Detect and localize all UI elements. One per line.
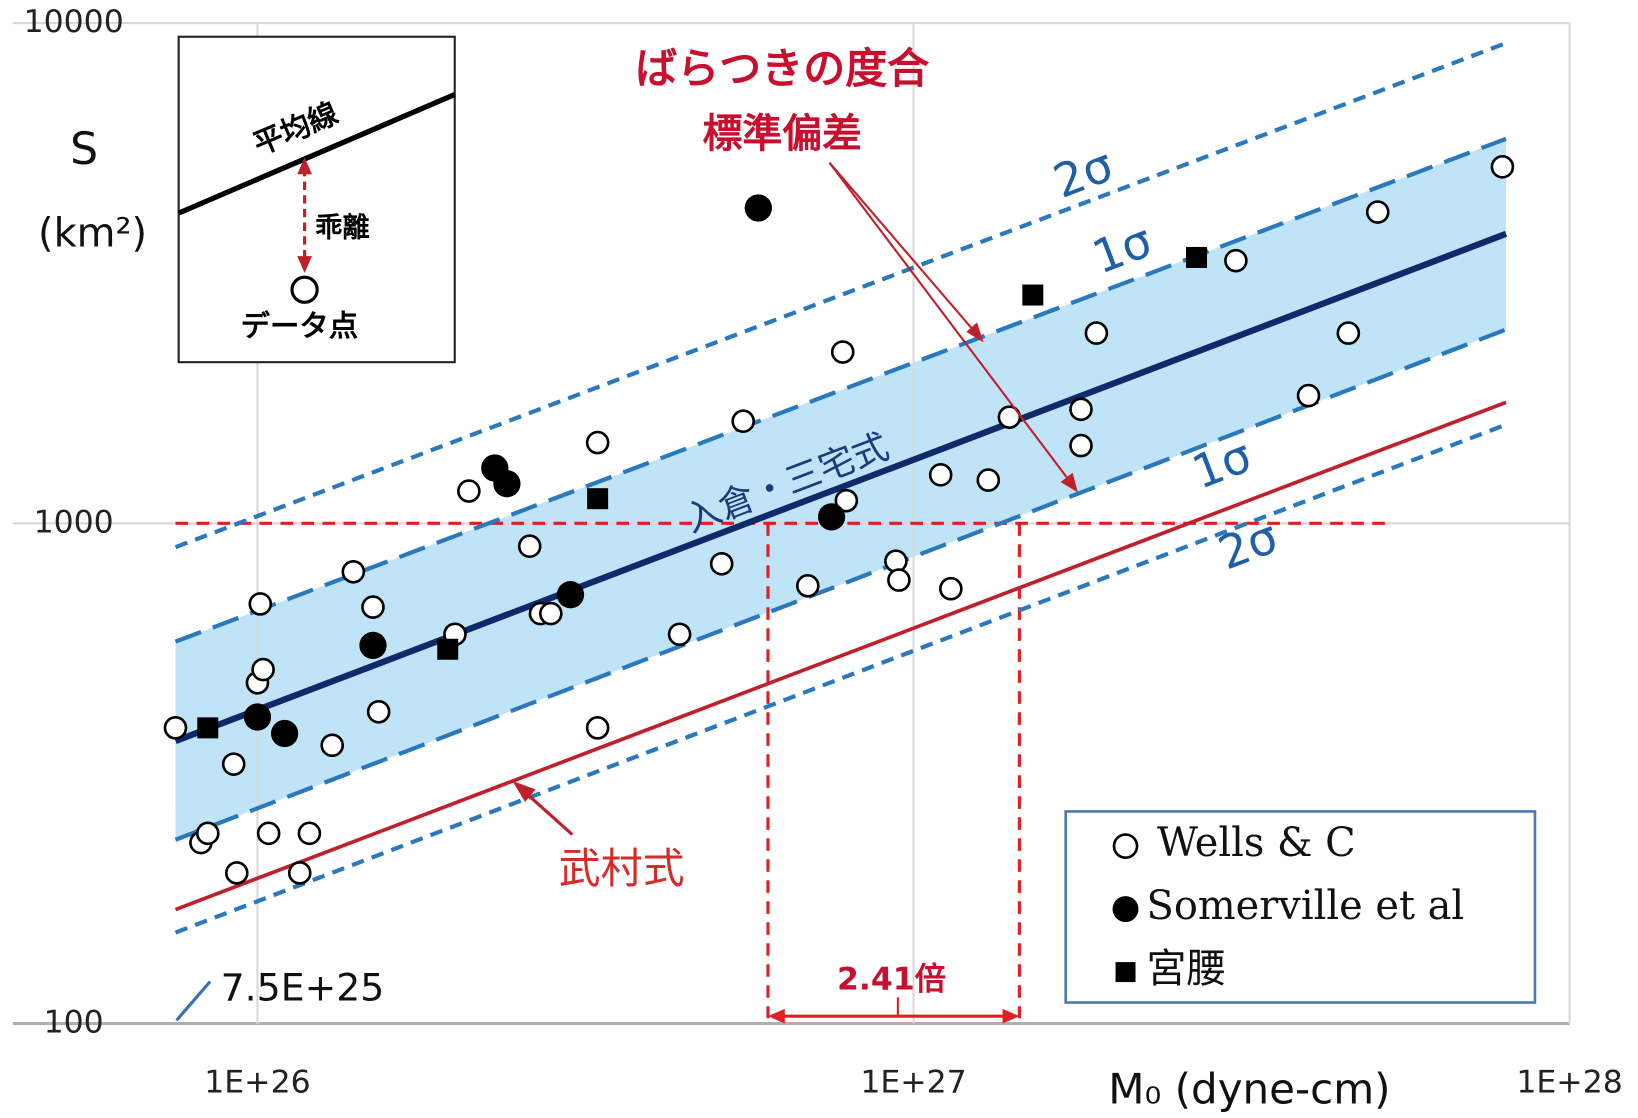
fit-line bbox=[174, 230, 1508, 745]
open-circle-marker bbox=[1084, 321, 1109, 345]
x-tick-label: 1E+27 bbox=[860, 1064, 966, 1100]
legend-label: 宮腰 bbox=[1147, 946, 1227, 992]
open-circle-marker bbox=[361, 595, 385, 619]
y-tick-label: 10000 bbox=[24, 4, 124, 40]
legend-label: Somerville et al bbox=[1147, 883, 1465, 929]
open-circle-marker bbox=[976, 468, 1001, 492]
open-circle-marker bbox=[667, 622, 692, 647]
inset-box bbox=[177, 35, 456, 364]
line-label: 2σ bbox=[1211, 509, 1285, 580]
stddev-arrows bbox=[828, 162, 1078, 493]
arrow bbox=[828, 162, 978, 335]
y-axis-unit: (km²) bbox=[38, 211, 147, 257]
fit-line bbox=[174, 41, 1507, 550]
open-circle-marker bbox=[517, 534, 542, 559]
open-circle-marker bbox=[366, 699, 391, 724]
open-circle-marker bbox=[1490, 155, 1515, 179]
open-circle-marker bbox=[320, 733, 345, 758]
legend-label: Wells & C bbox=[1157, 820, 1356, 866]
open-circle-marker bbox=[731, 409, 755, 434]
square-marker bbox=[437, 638, 459, 660]
open-circle-marker bbox=[224, 861, 249, 885]
takemura-arrow bbox=[512, 781, 574, 836]
open-circle-marker bbox=[884, 549, 908, 573]
open-circle-marker bbox=[1365, 200, 1390, 224]
fit-line bbox=[174, 422, 1507, 935]
square-marker bbox=[587, 488, 609, 510]
open-circle-marker bbox=[341, 559, 366, 584]
fit-line bbox=[174, 400, 1507, 912]
legend-box bbox=[1064, 810, 1537, 1004]
open-circle-marker bbox=[1336, 321, 1361, 345]
square-marker bbox=[197, 717, 219, 739]
open-circle-marker bbox=[997, 405, 1022, 429]
open-circle-marker bbox=[221, 752, 246, 776]
open-circle-marker bbox=[1224, 248, 1248, 273]
square-marker bbox=[1186, 246, 1208, 268]
open-circle-marker bbox=[251, 657, 275, 682]
inset-deviation-label: 乖離 bbox=[315, 211, 370, 243]
arrowhead bbox=[297, 256, 312, 273]
arrowhead bbox=[966, 322, 984, 343]
spread-title: ばらつきの度合 bbox=[635, 44, 929, 93]
arrowhead bbox=[767, 1008, 785, 1024]
y-tick-label: 1000 bbox=[34, 504, 114, 540]
inset-point-label: データ点 bbox=[241, 309, 359, 343]
line-label: 2σ bbox=[1046, 137, 1120, 208]
open-circle-marker bbox=[539, 601, 563, 626]
open-circle-marker bbox=[928, 463, 953, 487]
line-label: 武村式 bbox=[559, 844, 685, 893]
open-circle-marker bbox=[795, 573, 820, 598]
open-circle-marker bbox=[1069, 397, 1093, 422]
y-axis-label: S bbox=[70, 124, 98, 175]
open-circle-marker bbox=[1069, 433, 1093, 458]
arrowhead bbox=[512, 781, 536, 803]
xmin-marker bbox=[175, 980, 212, 1022]
legend: Wells & C Somerville et al 宮腰 bbox=[1064, 810, 1537, 1004]
arrow bbox=[521, 789, 574, 836]
y-tick-label: 100 bbox=[44, 1005, 104, 1041]
open-circle-marker bbox=[834, 488, 859, 513]
open-circle-marker bbox=[585, 716, 610, 740]
x-tick-label: 1E+26 bbox=[204, 1064, 310, 1100]
open-circle-marker bbox=[939, 576, 963, 601]
open-circle-marker bbox=[287, 861, 312, 885]
filled-circle-marker bbox=[359, 631, 387, 660]
open-circle-marker bbox=[1296, 383, 1321, 408]
open-circle-marker bbox=[585, 430, 610, 455]
open-circle-marker bbox=[457, 479, 481, 503]
filled-circle-marker bbox=[493, 470, 521, 498]
arrowhead bbox=[1060, 472, 1078, 493]
filled-circle-marker bbox=[744, 194, 772, 222]
x-axis-label: M₀ (dyne-cm) bbox=[1108, 1064, 1390, 1113]
open-circle-marker bbox=[256, 821, 281, 846]
open-circle-marker bbox=[830, 340, 855, 364]
open-circle-marker bbox=[297, 821, 322, 846]
arrowhead bbox=[1002, 1008, 1020, 1024]
open-circle-marker bbox=[709, 551, 734, 576]
arrow bbox=[828, 162, 1072, 484]
inset-point bbox=[290, 275, 319, 304]
ratio-label: 2.41倍 bbox=[837, 961, 946, 997]
open-circle-marker bbox=[887, 568, 911, 592]
square-marker bbox=[1022, 284, 1044, 306]
x-tick-label: 1E+28 bbox=[1516, 1064, 1622, 1100]
filled-circle-marker bbox=[1112, 896, 1139, 923]
stddev-title: 標準偏差 bbox=[703, 111, 863, 157]
filled-circle-marker bbox=[556, 581, 585, 609]
open-circle-marker bbox=[1112, 833, 1139, 859]
filled-circle-marker bbox=[817, 503, 846, 531]
arrowhead bbox=[297, 157, 312, 175]
filled-circle-marker bbox=[270, 719, 299, 748]
xmin-note: 7.5E+25 bbox=[221, 965, 385, 1009]
inset: 平均線 乖離 データ点 bbox=[177, 35, 456, 364]
open-circle-marker bbox=[248, 592, 273, 616]
square-marker bbox=[1115, 962, 1136, 983]
open-circle-marker bbox=[195, 821, 220, 846]
inset-mean-line bbox=[177, 92, 456, 216]
open-circle-marker bbox=[163, 716, 188, 740]
filled-circle-marker bbox=[243, 703, 272, 731]
